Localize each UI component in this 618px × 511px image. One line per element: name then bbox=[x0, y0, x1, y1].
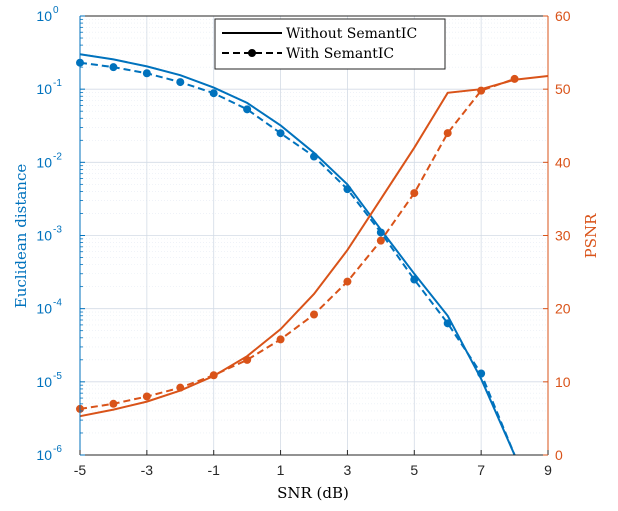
y-axis-left-label: Euclidean distance bbox=[12, 164, 30, 309]
series-line-left-without-semantic bbox=[79, 53, 516, 456]
y-left-tick-label: 10 bbox=[36, 81, 52, 97]
series-point-right bbox=[142, 392, 151, 401]
legend-label-with: With SemantIC bbox=[286, 46, 394, 62]
y-left-tick-label: 10 bbox=[36, 374, 52, 390]
y-right-tick-label: 30 bbox=[555, 228, 571, 244]
legend-label-without: Without SemantIC bbox=[286, 26, 417, 42]
y-right-tick-label: 0 bbox=[555, 447, 563, 463]
series-point-left bbox=[109, 63, 118, 72]
y-right-tick-label: 40 bbox=[555, 154, 571, 170]
series-point-right bbox=[109, 399, 118, 408]
series-point-right bbox=[410, 189, 419, 198]
series-line-right-without-semantic bbox=[79, 75, 549, 418]
y-right-tick-label: 60 bbox=[555, 8, 571, 24]
x-tick-label: -1 bbox=[207, 462, 220, 478]
series-point-left bbox=[176, 78, 185, 87]
series-point-left bbox=[243, 105, 252, 114]
series-point-left bbox=[376, 228, 385, 237]
y-right-tick-label: 20 bbox=[555, 301, 571, 317]
series-point-left bbox=[209, 89, 218, 98]
series-point-left bbox=[410, 275, 419, 284]
x-tick-label: 9 bbox=[544, 462, 552, 478]
y-left-tick-exponent: -6 bbox=[53, 444, 62, 455]
legend: Without SemantIC With SemantIC bbox=[214, 18, 446, 70]
series-point-left bbox=[477, 369, 486, 378]
legend-marker bbox=[248, 49, 256, 57]
grid-layer bbox=[79, 15, 549, 456]
series-point-right bbox=[343, 277, 352, 286]
y-axis-right-label: PSNR bbox=[582, 213, 600, 258]
series-point-left bbox=[310, 152, 318, 161]
series-point-right bbox=[243, 355, 252, 364]
x-tick-label: 1 bbox=[277, 462, 285, 478]
series-point-right bbox=[477, 86, 486, 95]
y-right-tick-label: 50 bbox=[555, 81, 571, 97]
y-right-tick-label: 10 bbox=[555, 374, 571, 390]
y-left-tick-label: 10 bbox=[36, 8, 52, 24]
x-axis-label: SNR (dB) bbox=[277, 484, 349, 502]
series-layer bbox=[76, 53, 549, 456]
x-tick-label: 5 bbox=[410, 462, 418, 478]
x-tick-label: -3 bbox=[141, 462, 154, 478]
series-line-right-with-semantic bbox=[79, 77, 515, 410]
y-left-tick-label: 10 bbox=[36, 154, 52, 170]
x-tick-label: 7 bbox=[477, 462, 485, 478]
y-left-tick-label: 10 bbox=[36, 228, 52, 244]
series-point-right bbox=[510, 74, 519, 83]
series-point-left bbox=[443, 319, 452, 328]
y-left-tick-label: 10 bbox=[36, 301, 52, 317]
y-left-tick-exponent: -3 bbox=[53, 225, 62, 236]
series-point-right bbox=[443, 129, 452, 138]
series-point-left bbox=[343, 185, 352, 194]
series-point-right bbox=[209, 371, 218, 380]
y-left-tick-label: 10 bbox=[36, 447, 52, 463]
x-tick-label: 3 bbox=[344, 462, 352, 478]
y-left-tick-exponent: -1 bbox=[53, 78, 62, 89]
legend-box bbox=[214, 18, 446, 70]
series-point-right bbox=[176, 383, 185, 392]
series-point-right bbox=[310, 310, 318, 319]
y-left-tick-exponent: 0 bbox=[53, 5, 59, 16]
axes-layer: -5 -3 -1 1 3 5 7 910-610-510-410-310-210-110 001… bbox=[36, 5, 570, 478]
y-left-tick-exponent: -4 bbox=[53, 298, 62, 309]
y-left-tick-exponent: -5 bbox=[53, 371, 62, 382]
series-line-left-with-semantic bbox=[79, 61, 516, 456]
x-tick-label: -5 bbox=[74, 462, 87, 478]
series-point-left bbox=[142, 69, 151, 78]
series-point-right bbox=[376, 236, 385, 245]
series-point-right bbox=[276, 335, 285, 344]
series-point-left bbox=[276, 129, 285, 138]
y-left-tick-exponent: -2 bbox=[53, 151, 62, 162]
